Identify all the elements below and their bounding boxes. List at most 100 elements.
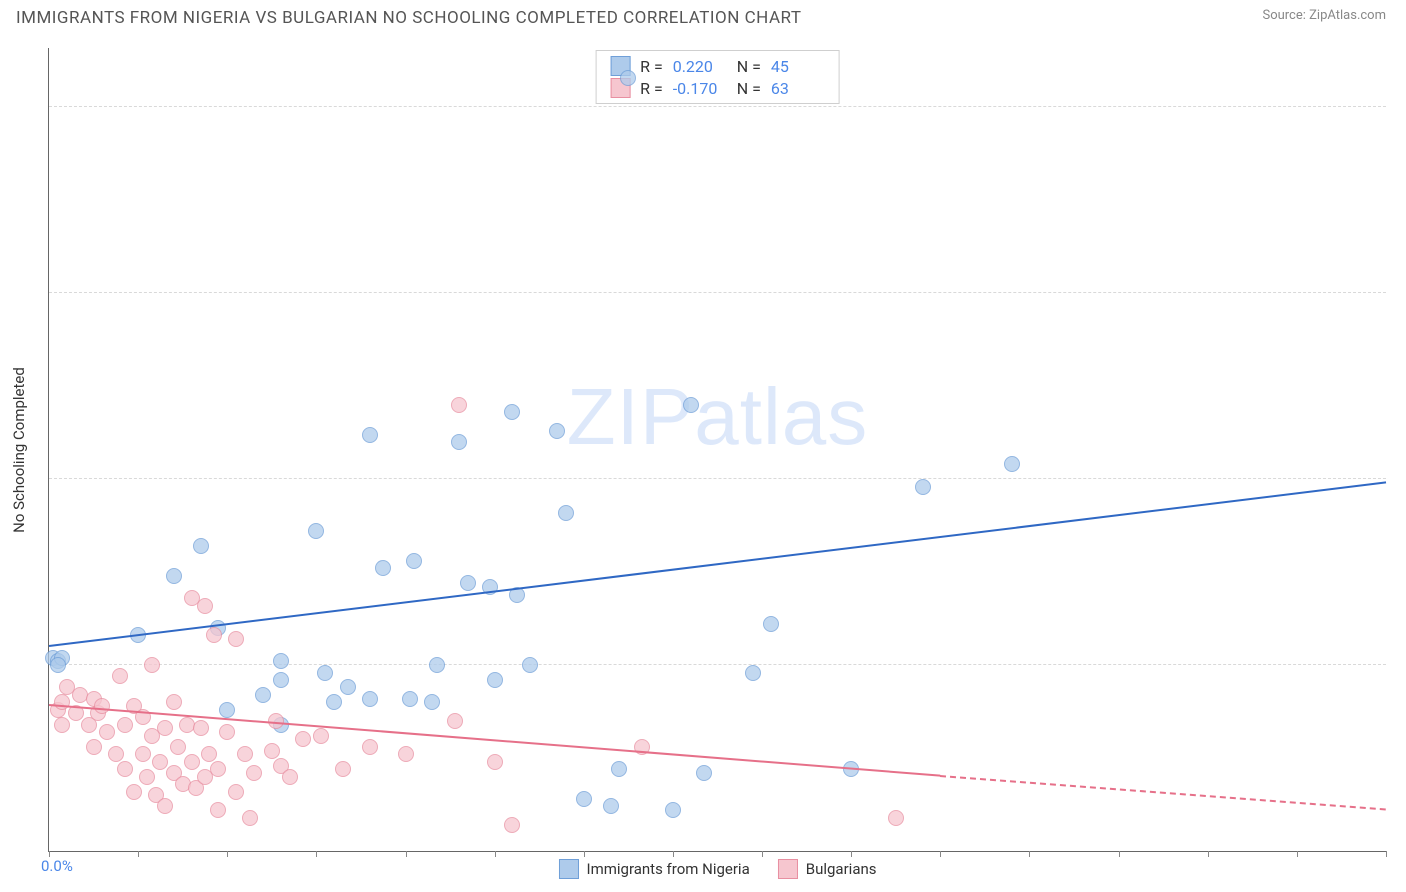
- data-point-bulgarians: [335, 761, 351, 777]
- data-point-bulgarians: [282, 769, 298, 785]
- data-point-bulgarians: [170, 739, 186, 755]
- x-tick: [406, 851, 407, 857]
- data-point-nigeria: [683, 397, 699, 413]
- data-point-bulgarians: [99, 724, 115, 740]
- data-point-nigeria: [424, 694, 440, 710]
- chart-area: No Schooling Completed ZIPatlas R = 0.22…: [48, 48, 1386, 852]
- legend-swatch-nigeria: [558, 859, 578, 879]
- data-point-nigeria: [273, 672, 289, 688]
- data-point-nigeria: [50, 657, 66, 673]
- data-point-bulgarians: [487, 754, 503, 770]
- data-point-nigeria: [166, 568, 182, 584]
- data-point-bulgarians: [242, 810, 258, 826]
- data-point-bulgarians: [112, 668, 128, 684]
- data-point-bulgarians: [206, 627, 222, 643]
- n-value-nigeria: 45: [771, 57, 825, 76]
- legend-item-nigeria: Immigrants from Nigeria: [558, 859, 749, 879]
- x-tick: [584, 851, 585, 857]
- x-tick: [940, 851, 941, 857]
- data-point-bulgarians: [201, 746, 217, 762]
- grid-line: [49, 106, 1386, 107]
- data-point-bulgarians: [210, 802, 226, 818]
- x-tick: [49, 851, 50, 857]
- data-point-bulgarians: [197, 598, 213, 614]
- x-tick: [495, 851, 496, 857]
- data-point-nigeria: [576, 791, 592, 807]
- data-point-bulgarians: [86, 739, 102, 755]
- data-point-nigeria: [460, 575, 476, 591]
- data-point-nigeria: [620, 70, 636, 86]
- x-tick: [1297, 851, 1298, 857]
- trend-line-extrapolated: [940, 775, 1386, 810]
- data-point-nigeria: [487, 672, 503, 688]
- r-value-nigeria: 0.220: [673, 57, 727, 76]
- data-point-nigeria: [375, 560, 391, 576]
- data-point-bulgarians: [108, 746, 124, 762]
- data-point-bulgarians: [295, 731, 311, 747]
- data-point-nigeria: [317, 665, 333, 681]
- data-point-bulgarians: [117, 761, 133, 777]
- data-point-bulgarians: [451, 397, 467, 413]
- data-point-bulgarians: [166, 694, 182, 710]
- data-point-nigeria: [219, 702, 235, 718]
- data-point-nigeria: [603, 798, 619, 814]
- x-tick: [1208, 851, 1209, 857]
- grid-line: [49, 664, 1386, 665]
- data-point-bulgarians: [447, 713, 463, 729]
- x-tick: [1386, 851, 1387, 857]
- data-point-bulgarians: [157, 720, 173, 736]
- data-point-nigeria: [522, 657, 538, 673]
- legend-label-bulgarians: Bulgarians: [806, 860, 877, 878]
- data-point-bulgarians: [139, 769, 155, 785]
- data-point-nigeria: [406, 553, 422, 569]
- data-point-nigeria: [255, 687, 271, 703]
- data-point-nigeria: [763, 616, 779, 632]
- stats-row-bulgarians: R = -0.170 N = 63: [610, 77, 825, 99]
- data-point-nigeria: [451, 434, 467, 450]
- data-point-nigeria: [504, 404, 520, 420]
- data-point-nigeria: [193, 538, 209, 554]
- grid-line: [49, 292, 1386, 293]
- legend-swatch-bulgarians: [778, 859, 798, 879]
- x-tick: [316, 851, 317, 857]
- x-tick: [1119, 851, 1120, 857]
- y-axis-label: No Schooling Completed: [10, 367, 28, 533]
- grid-line: [49, 478, 1386, 479]
- plot-region: No Schooling Completed ZIPatlas R = 0.22…: [48, 48, 1386, 852]
- data-point-bulgarians: [54, 717, 70, 733]
- x-tick: [851, 851, 852, 857]
- source-attribution: Source: ZipAtlas.com: [1262, 8, 1386, 23]
- data-point-bulgarians: [135, 746, 151, 762]
- data-point-nigeria: [362, 691, 378, 707]
- data-point-bulgarians: [264, 743, 280, 759]
- data-point-bulgarians: [888, 810, 904, 826]
- data-point-bulgarians: [219, 724, 235, 740]
- data-point-bulgarians: [144, 657, 160, 673]
- r-value-bulgarians: -0.170: [673, 79, 727, 98]
- data-point-nigeria: [308, 523, 324, 539]
- trend-line: [49, 481, 1386, 647]
- data-point-nigeria: [340, 679, 356, 695]
- x-tick: [762, 851, 763, 857]
- data-point-nigeria: [549, 423, 565, 439]
- data-point-bulgarians: [398, 746, 414, 762]
- data-point-nigeria: [273, 653, 289, 669]
- legend-label-nigeria: Immigrants from Nigeria: [586, 860, 749, 878]
- data-point-bulgarians: [228, 784, 244, 800]
- data-point-bulgarians: [126, 784, 142, 800]
- chart-title: IMMIGRANTS FROM NIGERIA VS BULGARIAN NO …: [16, 8, 802, 28]
- data-point-nigeria: [665, 802, 681, 818]
- data-point-bulgarians: [152, 754, 168, 770]
- x-tick: [227, 851, 228, 857]
- data-point-nigeria: [402, 691, 418, 707]
- data-point-nigeria: [326, 694, 342, 710]
- data-point-bulgarians: [246, 765, 262, 781]
- x-tick: [1029, 851, 1030, 857]
- data-point-nigeria: [1004, 456, 1020, 472]
- data-point-bulgarians: [504, 817, 520, 833]
- legend-bottom: Immigrants from Nigeria Bulgarians: [558, 859, 876, 879]
- n-value-bulgarians: 63: [771, 79, 825, 98]
- x-tick: [673, 851, 674, 857]
- data-point-bulgarians: [54, 694, 70, 710]
- data-point-nigeria: [429, 657, 445, 673]
